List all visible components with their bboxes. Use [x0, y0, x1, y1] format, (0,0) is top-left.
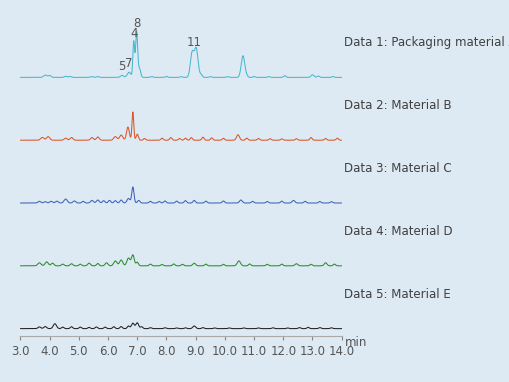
- Text: Data 4: Material D: Data 4: Material D: [344, 225, 452, 238]
- Text: 4: 4: [130, 27, 137, 40]
- Text: 8: 8: [133, 17, 140, 30]
- Text: Data 5: Material E: Data 5: Material E: [344, 288, 450, 301]
- Text: Data 1: Packaging material A: Data 1: Packaging material A: [344, 36, 509, 49]
- Text: min: min: [345, 336, 367, 349]
- Text: Data 2: Material B: Data 2: Material B: [344, 99, 451, 112]
- Text: 7: 7: [125, 57, 132, 70]
- Text: 11: 11: [186, 36, 201, 49]
- Text: Data 3: Material C: Data 3: Material C: [344, 162, 451, 175]
- Text: 5: 5: [118, 60, 126, 73]
